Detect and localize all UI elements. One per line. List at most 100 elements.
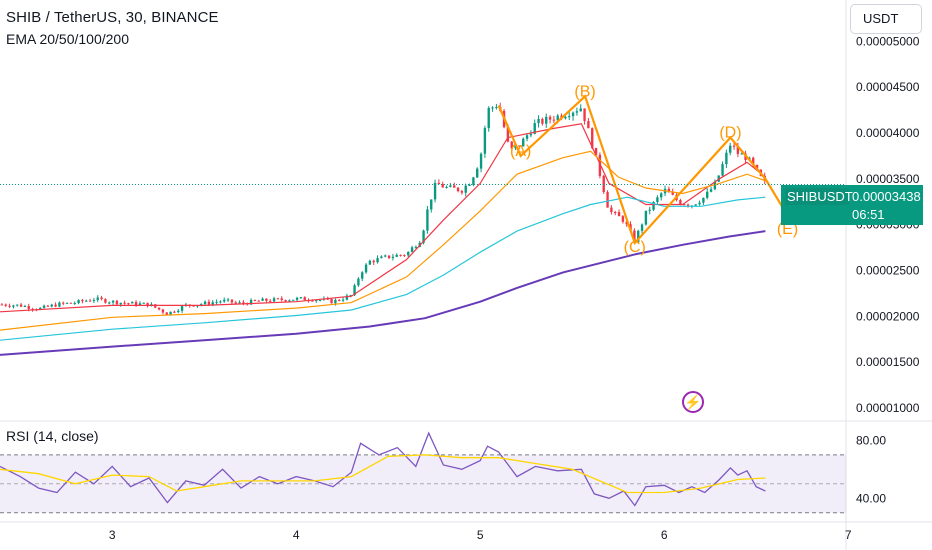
- candle-body: [253, 299, 257, 301]
- candle-body: [361, 272, 364, 279]
- candle-body: [683, 204, 686, 206]
- candle-body: [686, 204, 690, 206]
- candle-body: [19, 304, 23, 307]
- candle-body: [238, 302, 241, 304]
- candle-body: [491, 107, 494, 109]
- price-tag-countdown: 06:51: [852, 207, 885, 222]
- ema-20-line: [0, 123, 766, 313]
- candle-body: [173, 311, 176, 313]
- candle-body: [315, 299, 318, 301]
- time-tick-label: 6: [661, 528, 668, 542]
- candle-body: [399, 254, 402, 256]
- candle-body: [525, 135, 529, 139]
- candle-body: [77, 300, 80, 304]
- candle-body: [288, 300, 291, 302]
- candle-body: [169, 311, 172, 315]
- candle-body: [506, 127, 510, 142]
- candle-body: [4, 304, 7, 306]
- candle-body: [637, 230, 640, 243]
- price-tick-label: 0.00005000: [856, 34, 920, 48]
- wave-label: (C): [624, 239, 646, 256]
- candle-body: [706, 191, 709, 198]
- candle-body: [598, 154, 602, 176]
- candle-body: [276, 298, 280, 300]
- candle-body: [671, 192, 674, 195]
- candle-body: [177, 310, 180, 313]
- candle-body: [449, 185, 452, 187]
- candle-body: [242, 302, 245, 304]
- candle-body: [583, 108, 586, 122]
- currency-button[interactable]: USDT: [850, 4, 922, 34]
- candle-body: [119, 302, 122, 305]
- candle-body: [694, 204, 697, 206]
- lightning-bolt-icon[interactable]: ⚡: [682, 391, 704, 413]
- price-tick-label: 0.00002500: [856, 264, 920, 278]
- candle-body: [621, 216, 625, 222]
- candle-body: [284, 300, 287, 302]
- candle-body: [230, 299, 234, 303]
- candle-body: [203, 301, 207, 305]
- rsi-tick-label: 80.00: [856, 433, 886, 447]
- time-tick-label: 5: [477, 528, 484, 542]
- rsi-indicator-label[interactable]: RSI (14, close): [6, 428, 99, 444]
- candle-body: [326, 298, 329, 300]
- candle-body: [387, 255, 391, 258]
- price-tag-symbol: SHIBUSDT: [785, 188, 853, 205]
- candle-body: [468, 184, 471, 186]
- candles: [0, 102, 766, 316]
- rsi-tick-label: 40.00: [856, 491, 886, 505]
- candle-body: [303, 297, 306, 301]
- candle-body: [269, 300, 272, 302]
- time-tick-label: 3: [109, 528, 116, 542]
- candle-body: [81, 300, 84, 302]
- price-tick-label: 0.00001000: [856, 401, 920, 415]
- candle-body: [226, 299, 230, 301]
- candle-body: [422, 230, 425, 243]
- candle-body: [522, 138, 525, 147]
- wave-pattern-line: [497, 94, 789, 246]
- candle-body: [702, 197, 705, 203]
- candle-body: [430, 199, 433, 210]
- candle-body: [0, 304, 4, 306]
- candle-body: [299, 297, 303, 299]
- candle-body: [740, 153, 743, 155]
- candle-body: [437, 182, 441, 185]
- candle-body: [265, 298, 268, 301]
- candle-body: [330, 298, 333, 304]
- candle-body: [426, 209, 429, 231]
- time-tick-label: 4: [293, 528, 300, 542]
- candle-body: [50, 304, 53, 307]
- candle-body: [732, 145, 736, 147]
- candle-body: [180, 306, 184, 311]
- candle-body: [58, 302, 61, 307]
- candle-body: [380, 256, 383, 259]
- candle-body: [292, 299, 295, 301]
- candle-body: [146, 302, 149, 307]
- candle-body: [606, 192, 609, 208]
- candle-body: [736, 146, 740, 154]
- candle-body: [552, 119, 556, 121]
- candle-body: [640, 224, 644, 231]
- candle-body: [138, 303, 142, 306]
- candle-body: [617, 212, 621, 217]
- candle-body: [161, 309, 165, 313]
- candle-body: [318, 299, 322, 301]
- ema-indicator-label[interactable]: EMA 20/50/100/200: [6, 31, 129, 47]
- candle-body: [65, 302, 69, 304]
- candle-body: [134, 301, 138, 306]
- candle-body: [23, 306, 27, 308]
- rsi-ma-line: [0, 454, 766, 494]
- candle-body: [652, 201, 655, 210]
- candle-body: [433, 182, 437, 200]
- candle-body: [16, 304, 19, 306]
- candle-body: [648, 209, 651, 211]
- candle-body: [280, 298, 283, 301]
- price-tick-label: 0.00002000: [856, 309, 920, 323]
- candle-body: [127, 303, 130, 305]
- candle-body: [115, 300, 119, 305]
- candle-body: [725, 152, 728, 165]
- candle-body: [667, 188, 671, 193]
- candle-body: [698, 202, 701, 205]
- candle-body: [211, 302, 214, 305]
